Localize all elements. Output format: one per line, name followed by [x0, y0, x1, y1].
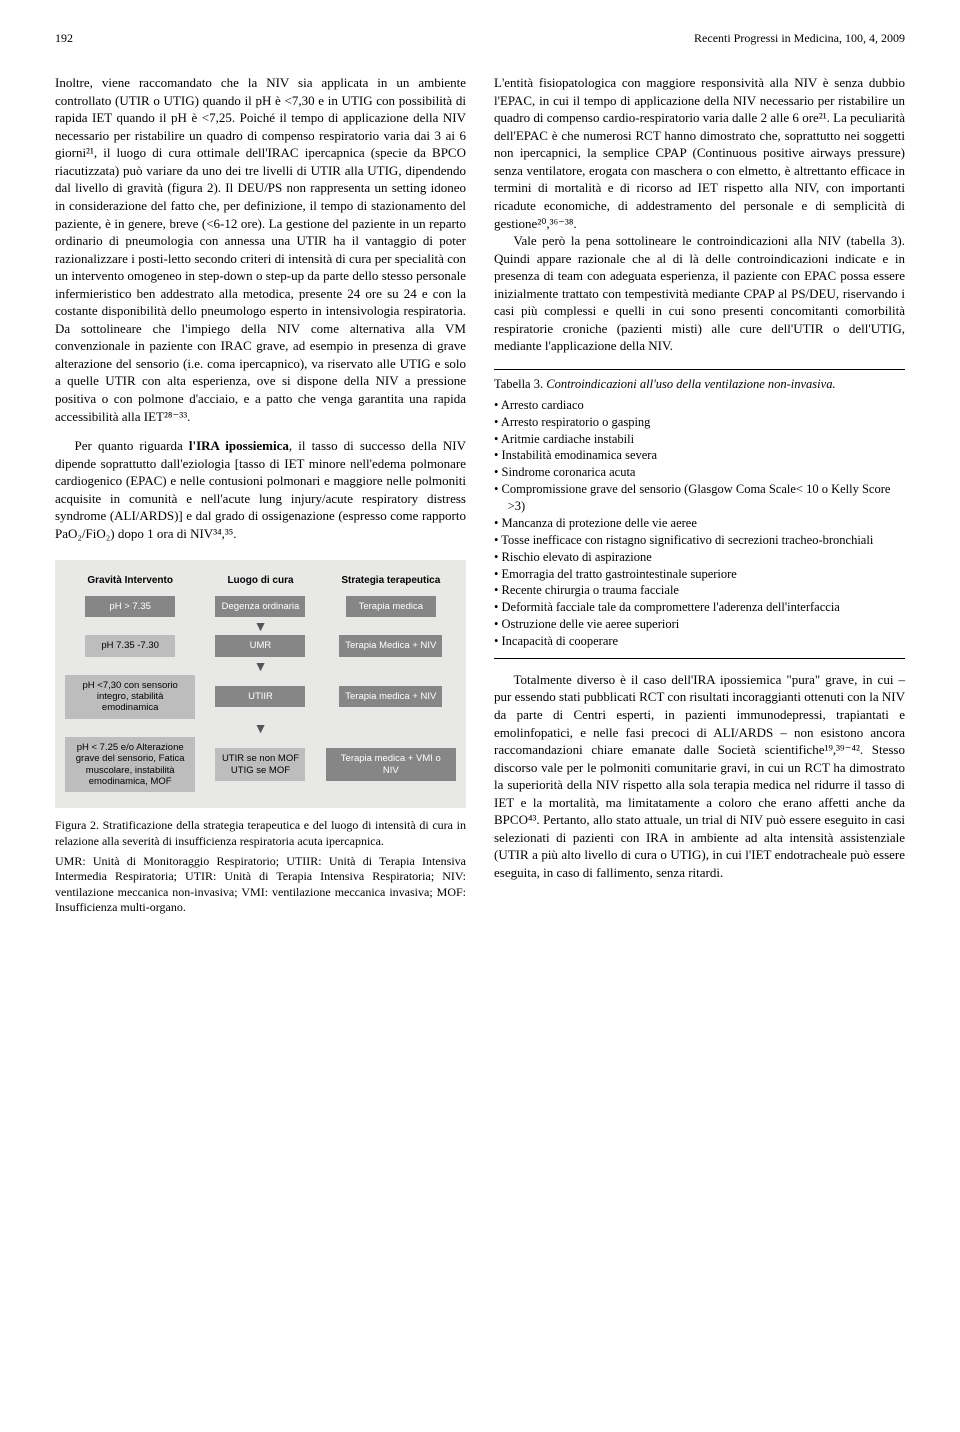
- fc-strategy-2: Terapia medica + NIV: [339, 686, 442, 707]
- fc-header-place: Luogo di cura: [195, 574, 325, 588]
- fc-severity-3: pH < 7.25 e/o Alterazione grave del sens…: [65, 737, 195, 793]
- right-para-2: Vale però la pena sottolineare le contro…: [494, 232, 905, 355]
- figure-2-flowchart: Gravità Intervento Luogo di cura Strateg…: [55, 560, 466, 808]
- table-3-item: Ostruzione delle vie aeree superiori: [494, 616, 905, 633]
- running-header: 192 Recenti Progressi in Medicina, 100, …: [55, 30, 905, 46]
- figcaption-abbr: UMR: Unità di Monitoraggio Respiratorio;…: [55, 854, 466, 916]
- fc-place-0: Degenza ordinaria: [215, 596, 305, 617]
- left-para-1: Inoltre, viene raccomandato che la NIV s…: [55, 74, 466, 425]
- page-number: 192: [55, 30, 73, 46]
- fc-place-1: UMR: [215, 635, 305, 656]
- table-3-item: Incapacità di cooperare: [494, 633, 905, 650]
- fc-place-2: UTIIR: [215, 686, 305, 707]
- table-3-item: Sindrome coronarica acuta: [494, 464, 905, 481]
- fc-row-2: pH <7,30 con sensorio integro, stabilità…: [65, 675, 456, 719]
- table-3-list: Arresto cardiaco Arresto respiratorio o …: [494, 397, 905, 650]
- right-column: L'entità fisiopatologica con maggiore re…: [494, 74, 905, 916]
- flowchart-headers: Gravità Intervento Luogo di cura Strateg…: [65, 574, 456, 588]
- table-3-item: Aritmie cardiache instabili: [494, 431, 905, 448]
- fc-severity-0: pH > 7.35: [85, 596, 175, 617]
- fc-header-strategy: Strategia terapeutica: [326, 574, 456, 588]
- table-3-item: Rischio elevato di aspirazione: [494, 549, 905, 566]
- table-3-item: Emorragia del tratto gastrointestinale s…: [494, 566, 905, 583]
- left-column: Inoltre, viene raccomandato che la NIV s…: [55, 74, 466, 916]
- fc-row-3: pH < 7.25 e/o Alterazione grave del sens…: [65, 737, 456, 793]
- table-3-item: Tosse inefficace con ristagno significat…: [494, 532, 905, 549]
- fc-arrow-row-1: ▼: [65, 661, 456, 671]
- two-column-layout: Inoltre, viene raccomandato che la NIV s…: [55, 74, 905, 916]
- fc-strategy-0: Terapia medica: [346, 596, 436, 617]
- table-3-item: Instabilità emodinamica severa: [494, 447, 905, 464]
- down-arrow-icon: ▼: [195, 659, 325, 673]
- down-arrow-icon: ▼: [195, 721, 325, 735]
- fc-header-severity: Gravità Intervento: [65, 574, 195, 588]
- fc-row-1: pH 7.35 -7.30 UMR Terapia Medica + NIV: [65, 635, 456, 656]
- table-3-prefix: Tabella 3.: [494, 377, 546, 391]
- table-3-item: Compromissione grave del sensorio (Glasg…: [494, 481, 905, 515]
- left-p2-lead: Per quanto riguarda: [75, 438, 189, 453]
- table-3-item: Arresto respiratorio o gasping: [494, 414, 905, 431]
- fc-severity-2: pH <7,30 con sensorio integro, stabilità…: [65, 675, 195, 719]
- table-3-item: Deformità facciale tale da compromettere…: [494, 599, 905, 616]
- fc-arrow-row-0: ▼: [65, 621, 456, 631]
- fc-row-0: pH > 7.35 Degenza ordinaria Terapia medi…: [65, 596, 456, 617]
- fc-strategy-1: Terapia Medica + NIV: [339, 635, 442, 656]
- fc-arrow-row-2: ▼: [65, 723, 456, 733]
- table-3: Tabella 3. Controindicazioni all'uso del…: [494, 369, 905, 659]
- figure-2-caption: Figura 2. Stratificazione della strategi…: [55, 818, 466, 916]
- left-p2-bold: l'IRA ipossiemica: [189, 438, 289, 453]
- table-3-item: Recente chirurgia o trauma facciale: [494, 582, 905, 599]
- right-para-1: L'entità fisiopatologica con maggiore re…: [494, 74, 905, 232]
- table-3-item: Mancanza di protezione delle vie aeree: [494, 515, 905, 532]
- down-arrow-icon: ▼: [195, 619, 325, 633]
- fc-severity-1: pH 7.35 -7.30: [85, 635, 175, 656]
- left-p2-rest: , il tasso di successo della NIV dipende…: [55, 438, 466, 541]
- fc-strategy-3: Terapia medica + VMI o NIV: [326, 748, 456, 781]
- table-3-title: Tabella 3. Controindicazioni all'uso del…: [494, 376, 905, 393]
- table-3-title-italic: Controindicazioni all'uso della ventilaz…: [546, 377, 835, 391]
- right-para-3: Totalmente diverso è il caso dell'IRA ip…: [494, 671, 905, 882]
- table-3-item: Arresto cardiaco: [494, 397, 905, 414]
- figcaption-main: Figura 2. Stratificazione della strategi…: [55, 818, 466, 848]
- left-para-2: Per quanto riguarda l'IRA ipossiemica, i…: [55, 437, 466, 542]
- running-title: Recenti Progressi in Medicina, 100, 4, 2…: [694, 30, 905, 46]
- fc-place-3: UTIR se non MOF UTIG se MOF: [215, 748, 305, 781]
